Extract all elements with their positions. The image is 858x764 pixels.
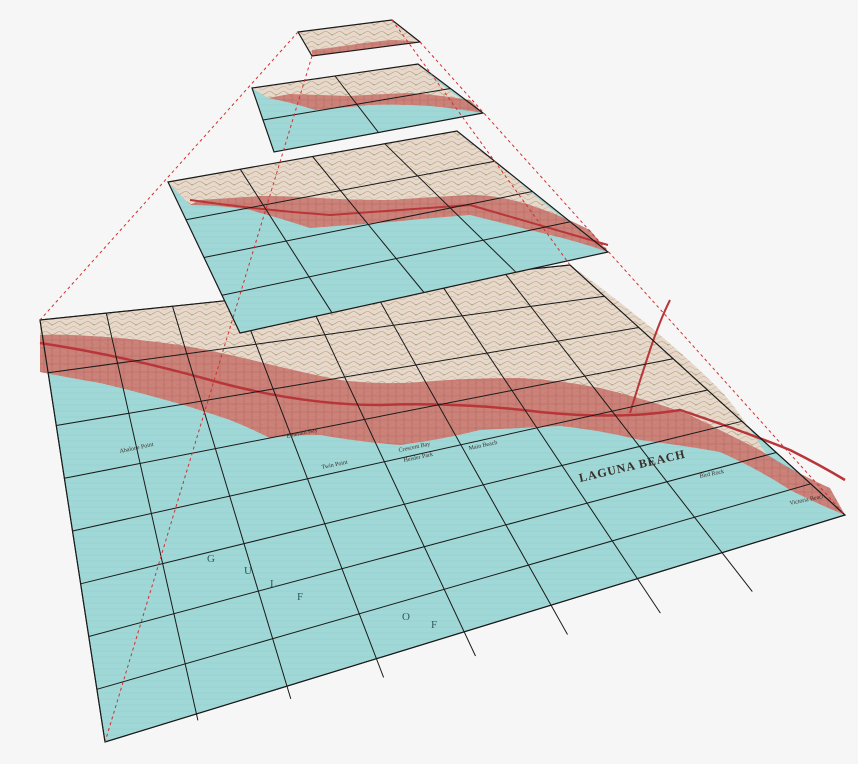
pyramid-level-1 <box>251 63 485 153</box>
pyramid-level-0 <box>297 19 422 57</box>
level-2-grid <box>185 143 571 314</box>
place-label-twin: Twin Point <box>321 460 348 471</box>
level-3-grid <box>48 271 811 721</box>
place-label-bird: Bird Rock <box>699 469 725 480</box>
gulf-letter-f2: F <box>431 619 439 631</box>
gulf-letter-u: U <box>244 565 254 577</box>
gulf-letter-l: L <box>270 578 279 590</box>
gulf-letter-f: F <box>297 591 305 603</box>
gulf-letter-o: O <box>402 611 412 623</box>
pyramid-level-3: LAGUNA BEACH G U L F O F Abalone Point E… <box>39 264 847 743</box>
gulf-letter-g: G <box>207 553 217 565</box>
pyramid-guide-lines <box>39 19 846 743</box>
pyramid-level-2 <box>167 130 610 334</box>
place-label-main: Main Beach <box>468 440 498 452</box>
